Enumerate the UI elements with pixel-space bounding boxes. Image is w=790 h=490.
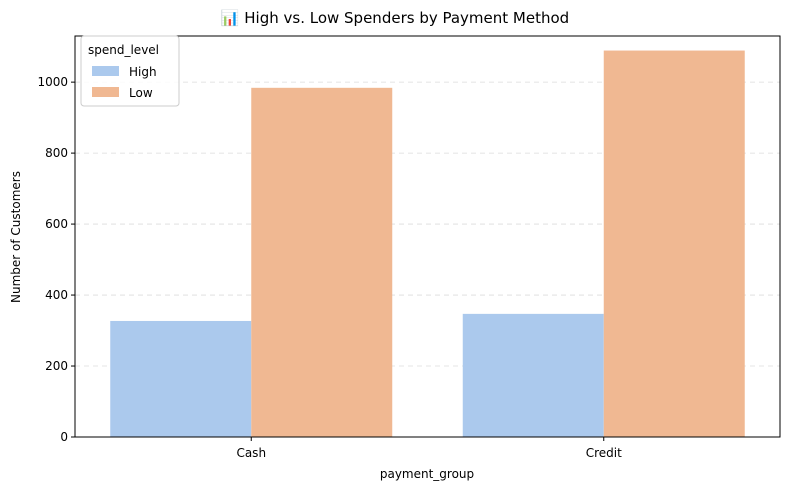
legend-swatch-low xyxy=(92,87,119,97)
y-tick-label: 600 xyxy=(45,217,68,231)
x-tick-label: Credit xyxy=(586,446,622,460)
y-tick-label: 800 xyxy=(45,146,68,160)
legend-label-high: High xyxy=(129,65,157,79)
bars xyxy=(110,50,745,438)
y-tick-label: 1000 xyxy=(37,75,68,89)
y-axis: 0 200 400 600 800 1000 xyxy=(37,75,75,444)
legend-swatch-high xyxy=(92,66,119,76)
legend: spend_level High Low xyxy=(80,35,180,107)
y-axis-label: Number of Customers xyxy=(9,171,23,303)
bar-high-credit xyxy=(462,313,604,437)
y-tick-label: 0 xyxy=(60,430,68,444)
bar-low-cash xyxy=(251,87,393,438)
plot-frame xyxy=(74,35,781,438)
x-tick-label: Cash xyxy=(236,446,266,460)
x-axis: Cash Credit xyxy=(236,437,622,460)
chart-title: 📊 High vs. Low Spenders by Payment Metho… xyxy=(221,9,569,27)
x-axis-label: payment_group xyxy=(380,467,474,481)
y-tick-label: 400 xyxy=(45,288,68,302)
bar-low-credit xyxy=(603,50,745,437)
bar-high-cash xyxy=(110,320,252,437)
legend-label-low: Low xyxy=(129,86,153,100)
y-tick-label: 200 xyxy=(45,359,68,373)
legend-title: spend_level xyxy=(88,43,159,57)
legend-items: High Low xyxy=(92,65,157,100)
